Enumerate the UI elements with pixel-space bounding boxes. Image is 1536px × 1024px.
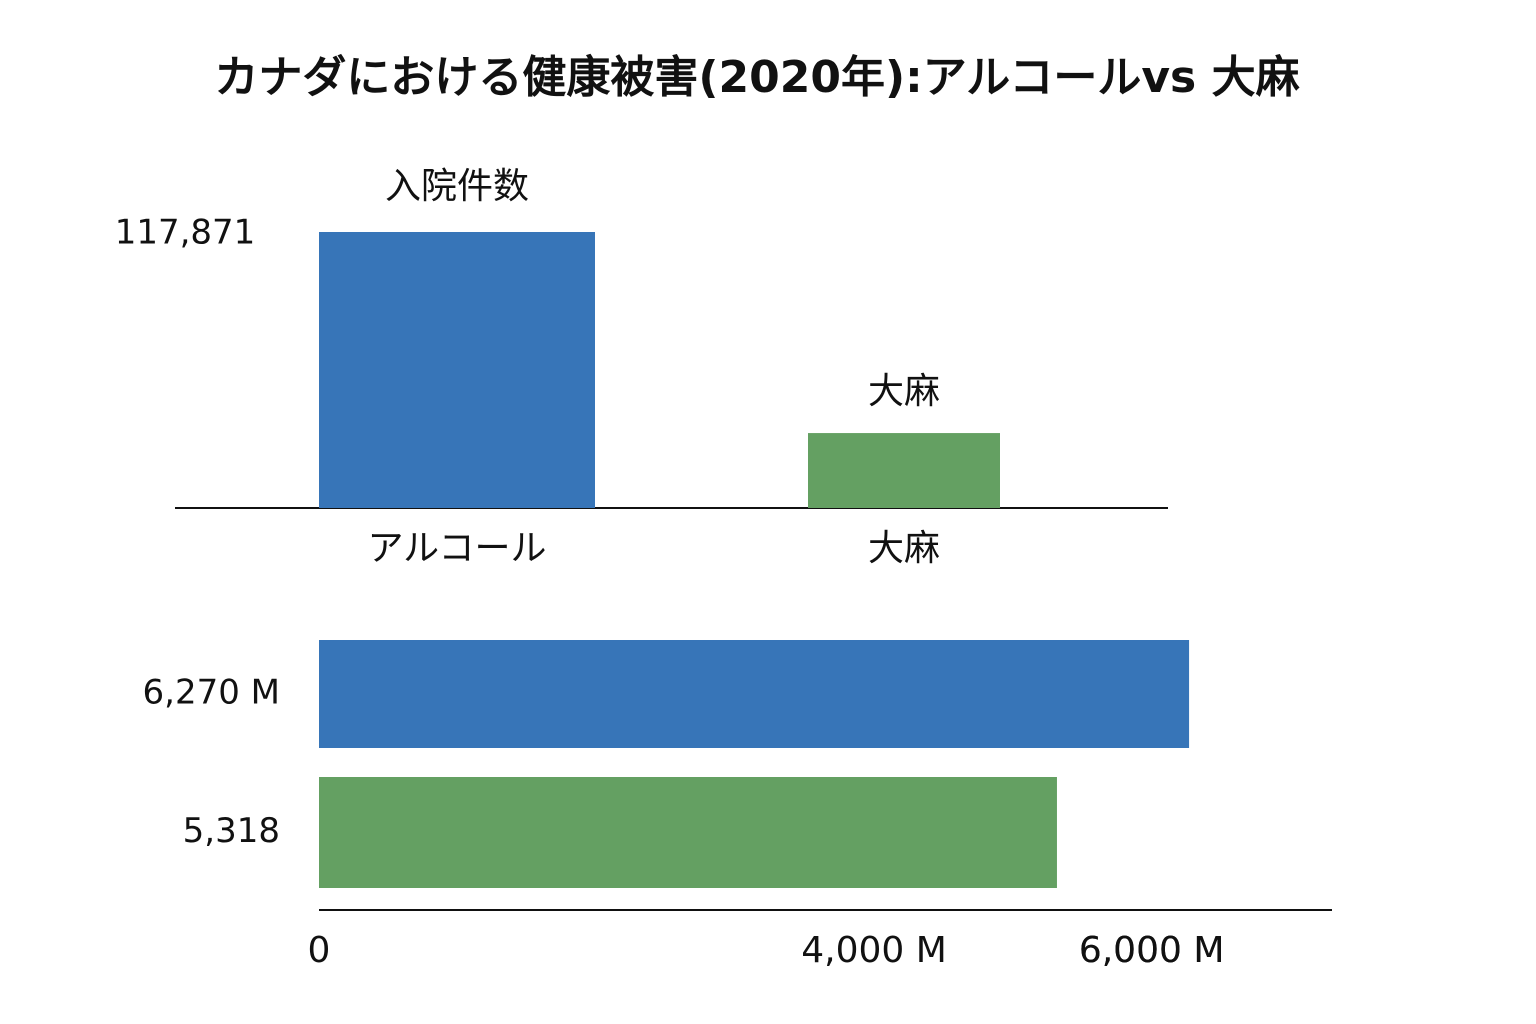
annotation: 大麻 — [868, 371, 940, 412]
value-label: 117,871 — [115, 213, 256, 253]
bar — [808, 433, 1000, 508]
x-tick-label: 4,000 M — [801, 930, 947, 971]
x-tick-label: 6,000 M — [1079, 930, 1225, 971]
page-title: カナダにおける健康被害(2020年):アルコールvs 大麻 — [214, 52, 1299, 103]
x-tick-label: 6,000 M — [1079, 930, 1225, 971]
x-tick-label: アルコール — [368, 528, 547, 569]
x-tick-label: 0 — [308, 930, 331, 971]
value-label: 6,270 M — [143, 673, 280, 713]
bar — [319, 777, 1057, 888]
value-label: 5,318 — [183, 811, 280, 851]
bar — [319, 232, 595, 508]
chart-title: 入院件数 — [385, 166, 529, 207]
bar — [319, 640, 1190, 748]
x-tick-label: 大麻 — [868, 528, 940, 569]
